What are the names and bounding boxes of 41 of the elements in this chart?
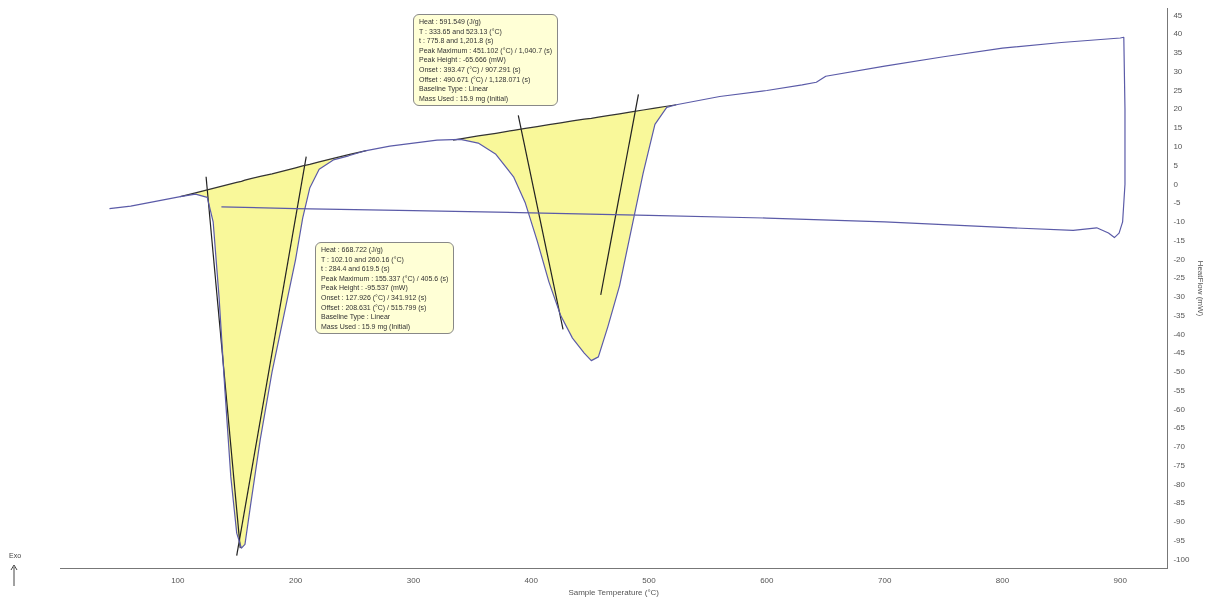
x-tick-label: 600: [760, 575, 775, 585]
y-tick-label: -10: [1173, 217, 1186, 227]
y-tick-label: 15: [1173, 123, 1183, 133]
x-tick-label: 900: [1113, 575, 1128, 585]
y-tick-label: -50: [1173, 367, 1186, 377]
y-tick-label: -45: [1173, 348, 1186, 358]
y-tick-label: -20: [1173, 254, 1186, 264]
y-tick-label: 5: [1173, 160, 1179, 170]
y-tick-label: -15: [1173, 235, 1186, 245]
y-tick-label: -30: [1173, 292, 1186, 302]
y-tick-label: -80: [1173, 479, 1186, 489]
y-tick-label: 0: [1173, 179, 1179, 189]
y-tick-label: -70: [1173, 442, 1186, 452]
y-tick-label: -95: [1173, 535, 1186, 545]
y-tick-label: -75: [1173, 460, 1186, 470]
x-tick-label: 200: [288, 575, 303, 585]
x-axis-title: Sample Temperature (°C): [568, 588, 660, 598]
y-tick-label: 40: [1173, 29, 1183, 39]
y-tick-label: 45: [1173, 10, 1183, 20]
y-tick-label: -60: [1173, 404, 1186, 414]
y-tick-label: -40: [1173, 329, 1186, 339]
y-tick-label: 10: [1173, 142, 1183, 151]
y-tick-label: 20: [1173, 104, 1183, 114]
y-tick-label: -90: [1173, 517, 1186, 527]
y-tick-label: -35: [1173, 310, 1186, 320]
x-tick-label: 100: [171, 575, 186, 585]
x-tick-label: 700: [877, 575, 892, 585]
y-tick-label: -5: [1173, 198, 1182, 208]
x-tick-label: 300: [406, 575, 421, 585]
y-tick-label: -100: [1173, 554, 1190, 564]
y-tick-label: -25: [1173, 273, 1186, 283]
x-tick-label: 800: [995, 575, 1010, 585]
y-tick-label: -65: [1173, 423, 1186, 433]
y-tick-label: 30: [1173, 66, 1183, 76]
y-tick-label: -85: [1173, 498, 1186, 508]
x-tick-label: 400: [524, 575, 539, 585]
y-axis-title: HeatFlow (mW): [1196, 260, 1205, 317]
x-tick-label: 500: [642, 575, 657, 585]
y-tick-label: -55: [1173, 385, 1186, 395]
y-tick-label: 35: [1173, 48, 1183, 58]
y-tick-label: 25: [1173, 85, 1183, 95]
